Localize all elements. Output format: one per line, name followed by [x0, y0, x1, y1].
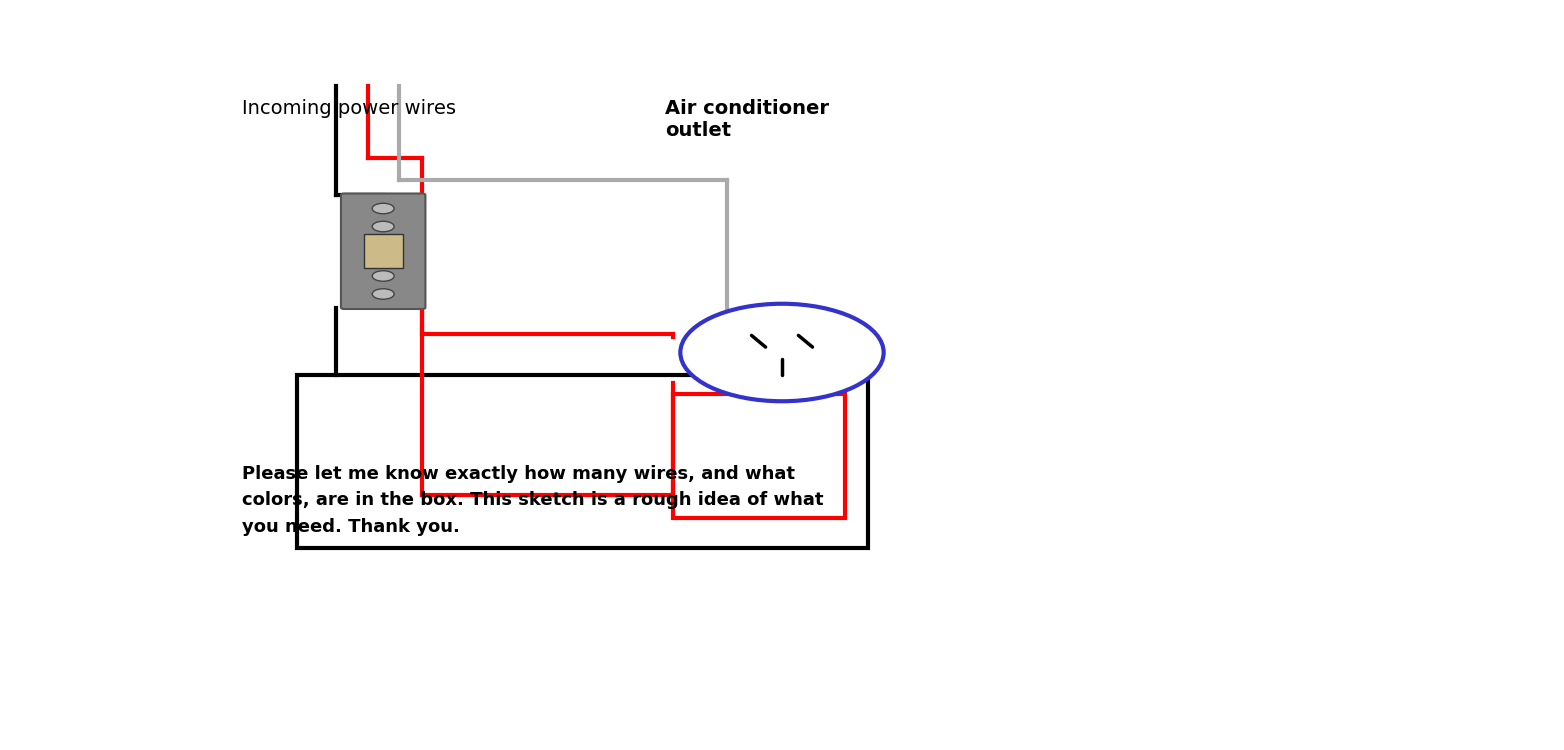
Circle shape: [372, 289, 394, 299]
Circle shape: [372, 221, 394, 232]
FancyBboxPatch shape: [341, 194, 425, 309]
Text: Air conditioner
outlet: Air conditioner outlet: [665, 100, 829, 140]
Text: Incoming power wires: Incoming power wires: [242, 99, 457, 118]
Circle shape: [680, 304, 884, 401]
Circle shape: [372, 203, 394, 214]
Bar: [673, 394, 845, 518]
Bar: [297, 375, 868, 548]
Text: Please let me know exactly how many wires, and what
colors, are in the box. This: Please let me know exactly how many wire…: [242, 465, 824, 536]
Circle shape: [372, 271, 394, 281]
Bar: [363, 234, 402, 268]
